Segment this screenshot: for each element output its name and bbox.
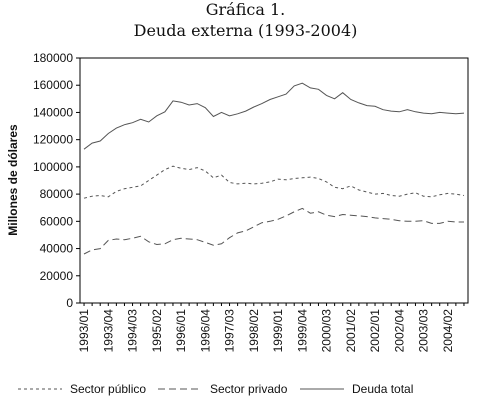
y-tick-label: 0	[66, 296, 73, 310]
legend-label: Sector privado	[210, 382, 288, 396]
chart-title-line-1: Gráfica 1.	[205, 0, 286, 19]
y-tick-label: 100000	[33, 160, 73, 174]
x-tick-label: 2001/02	[344, 309, 358, 353]
x-tick-label: 1999/01	[271, 309, 285, 353]
x-tick-label: 2004/02	[441, 309, 455, 353]
x-axis-ticks: 1993/01 1993/04 1994/03 1995/02 1996/01 1996/…	[77, 303, 465, 353]
x-tick-label: 1998/02	[247, 309, 261, 353]
x-tick-label: 2000/03	[320, 309, 334, 353]
y-tick-label: 160000	[33, 78, 73, 92]
axes	[79, 57, 469, 304]
y-tick-label: 140000	[33, 105, 73, 119]
x-tick-label: 2002/01	[368, 309, 382, 353]
legend: Sector público Sector privado Deuda total	[18, 382, 413, 396]
x-tick-label: 2003/03	[417, 309, 431, 353]
series-line-deuda-total	[83, 82, 465, 150]
legend-label: Deuda total	[352, 382, 413, 396]
series-lines	[83, 82, 465, 255]
x-tick-label: 2002/04	[392, 309, 406, 353]
y-tick-label: 180000	[33, 51, 73, 65]
x-tick-label: 1996/04	[198, 309, 212, 353]
x-tick-label: 1993/04	[101, 309, 115, 353]
y-tick-label: 40000	[40, 242, 74, 256]
x-tick-label: 1993/01	[77, 309, 91, 353]
x-tick-label: 1995/02	[150, 309, 164, 353]
x-tick-label: 1996/01	[174, 309, 188, 353]
y-axis-ticks: 0 20000 40000 60000 80000 100000 120000 140000 1…	[33, 51, 80, 310]
y-axis-label: Millones de dólares	[6, 124, 20, 236]
x-tick-label: 1994/03	[126, 309, 140, 353]
y-tick-label: 20000	[40, 269, 74, 283]
legend-label: Sector público	[70, 382, 146, 396]
chart-title-line-2: Deuda externa (1993-2004)	[133, 21, 358, 40]
x-tick-label: 1997/03	[223, 309, 237, 353]
series-line-sector-privado	[83, 207, 464, 255]
series-line-sector-p-blico	[83, 165, 465, 199]
x-tick-label: 1999/04	[295, 309, 309, 353]
y-tick-label: 80000	[40, 187, 74, 201]
y-tick-label: 120000	[33, 133, 73, 147]
y-tick-label: 60000	[40, 214, 74, 228]
plot-frame	[79, 57, 469, 304]
